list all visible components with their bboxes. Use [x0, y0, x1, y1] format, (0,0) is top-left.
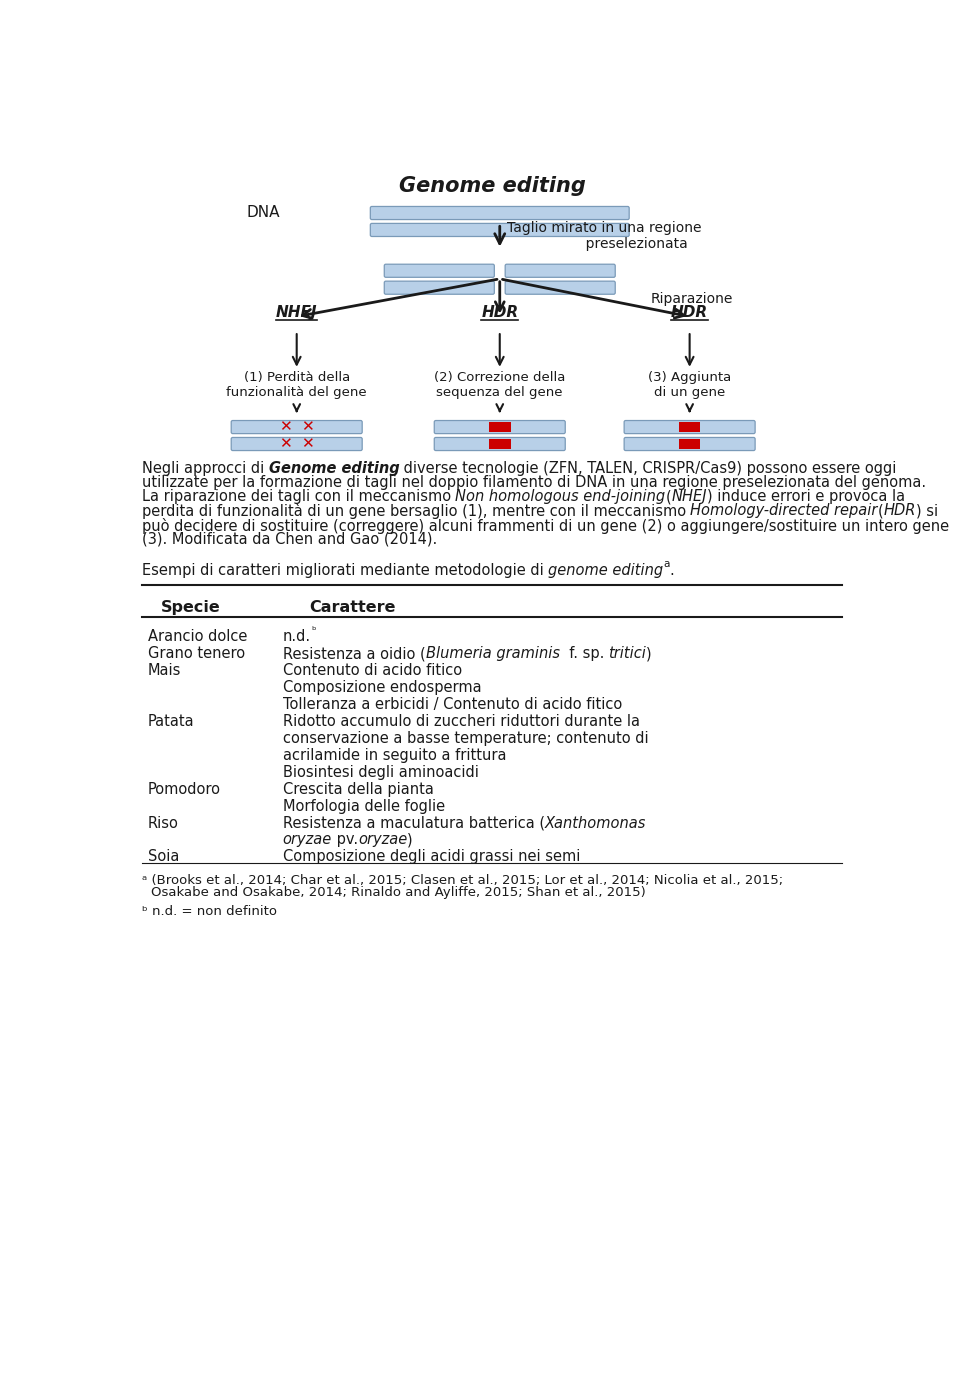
Text: f. sp.: f. sp.: [560, 646, 609, 661]
Text: Negli approcci di: Negli approcci di: [142, 460, 269, 475]
Text: Homology-directed repair: Homology-directed repair: [690, 503, 877, 518]
Text: (: (: [665, 489, 671, 504]
Text: Mais: Mais: [148, 664, 181, 679]
Text: oryzae: oryzae: [358, 833, 407, 848]
Text: ): ): [407, 833, 413, 848]
Text: Carattere: Carattere: [309, 600, 396, 616]
Text: Riparazione: Riparazione: [651, 291, 733, 306]
FancyBboxPatch shape: [624, 437, 756, 451]
Text: acrilamide in seguito a frittura: acrilamide in seguito a frittura: [283, 747, 506, 763]
Text: HDR: HDR: [481, 305, 518, 320]
Text: Soia: Soia: [148, 849, 180, 864]
Text: Resistenza a oidio (: Resistenza a oidio (: [283, 646, 425, 661]
Text: Genome editing: Genome editing: [269, 460, 399, 475]
Text: Non homologous end-joining: Non homologous end-joining: [455, 489, 665, 504]
Text: Genome editing: Genome editing: [398, 176, 586, 195]
Text: .: .: [670, 563, 675, 578]
Text: Blumeria graminis: Blumeria graminis: [425, 646, 560, 661]
FancyBboxPatch shape: [231, 420, 362, 434]
Text: Esempi di caratteri migliorati mediante metodologie di: Esempi di caratteri migliorati mediante …: [142, 563, 548, 578]
FancyBboxPatch shape: [384, 264, 494, 278]
Text: Taglio mirato in una regione
               preselezionata: Taglio mirato in una regione preselezion…: [507, 221, 702, 251]
Text: Ridotto accumulo di zuccheri riduttori durante la: Ridotto accumulo di zuccheri riduttori d…: [283, 714, 639, 728]
Text: (2) Correzione della
sequenza del gene: (2) Correzione della sequenza del gene: [434, 371, 565, 400]
Text: Morfologia delle foglie: Morfologia delle foglie: [283, 798, 444, 813]
Text: conservazione a basse temperature; contenuto di: conservazione a basse temperature; conte…: [283, 731, 648, 746]
FancyBboxPatch shape: [679, 422, 701, 431]
Text: ✕: ✕: [301, 419, 314, 434]
Text: Biosintesi degli aminoacidi: Biosintesi degli aminoacidi: [283, 765, 479, 779]
Text: Pomodoro: Pomodoro: [148, 782, 221, 797]
Text: (: (: [877, 503, 883, 518]
FancyBboxPatch shape: [624, 420, 756, 434]
FancyBboxPatch shape: [489, 440, 511, 449]
Text: Arancio dolce: Arancio dolce: [148, 629, 248, 644]
Text: Patata: Patata: [148, 714, 195, 728]
Text: Resistenza a maculatura batterica (: Resistenza a maculatura batterica (: [283, 816, 545, 830]
Text: ✕: ✕: [279, 419, 292, 434]
FancyBboxPatch shape: [505, 264, 615, 278]
FancyBboxPatch shape: [231, 437, 362, 451]
Text: diverse tecnologie (ZFN, TALEN, CRISPR/Cas9) possono essere oggi: diverse tecnologie (ZFN, TALEN, CRISPR/C…: [399, 460, 897, 475]
FancyBboxPatch shape: [679, 440, 701, 449]
Text: HDR: HDR: [883, 503, 916, 518]
Text: ᵇ n.d. = non definito: ᵇ n.d. = non definito: [142, 905, 276, 918]
Text: n.d.: n.d.: [283, 629, 311, 644]
Text: a: a: [663, 559, 670, 569]
Text: oryzae: oryzae: [283, 833, 332, 848]
Text: La riparazione dei tagli con il meccanismo: La riparazione dei tagli con il meccanis…: [142, 489, 455, 504]
Text: Specie: Specie: [160, 600, 221, 616]
Text: ᵃ (Brooks et al., 2014; Char et al., 2015; Clasen et al., 2015; Lor et al., 2014: ᵃ (Brooks et al., 2014; Char et al., 201…: [142, 874, 782, 888]
Text: Crescita della pianta: Crescita della pianta: [283, 782, 434, 797]
Text: (1) Perdità della
funzionalità del gene: (1) Perdità della funzionalità del gene: [227, 371, 367, 400]
FancyBboxPatch shape: [371, 206, 629, 220]
Text: genome editing: genome editing: [548, 563, 663, 578]
Text: ✕: ✕: [279, 436, 292, 451]
Text: può decidere di sostituire (correggere) alcuni frammenti di un gene (2) o aggiun: può decidere di sostituire (correggere) …: [142, 518, 948, 533]
Text: ): ): [646, 646, 652, 661]
Text: NHEJ: NHEJ: [276, 305, 318, 320]
FancyBboxPatch shape: [371, 224, 629, 236]
Text: DNA: DNA: [247, 205, 279, 220]
Text: utilizzate per la formazione di tagli nel doppio filamento di DNA in una regione: utilizzate per la formazione di tagli ne…: [142, 475, 925, 489]
Text: Contenuto di acido fitico: Contenuto di acido fitico: [283, 664, 462, 679]
Text: Composizione endosperma: Composizione endosperma: [283, 680, 481, 695]
Text: tritici: tritici: [609, 646, 646, 661]
Text: Composizione degli acidi grassi nei semi: Composizione degli acidi grassi nei semi: [283, 849, 580, 864]
Text: Grano tenero: Grano tenero: [148, 646, 245, 661]
Text: ✕: ✕: [301, 436, 314, 451]
FancyBboxPatch shape: [434, 437, 565, 451]
Text: ) induce errori e provoca la: ) induce errori e provoca la: [707, 489, 905, 504]
Text: Osakabe and Osakabe, 2014; Rinaldo and Ayliffe, 2015; Shan et al., 2015): Osakabe and Osakabe, 2014; Rinaldo and A…: [151, 886, 646, 900]
Text: HDR: HDR: [671, 305, 708, 320]
FancyBboxPatch shape: [489, 422, 511, 431]
Text: ᵇ: ᵇ: [311, 625, 316, 636]
FancyBboxPatch shape: [384, 282, 494, 294]
Text: Tolleranza a erbicidi / Contenuto di acido fitico: Tolleranza a erbicidi / Contenuto di aci…: [283, 697, 622, 712]
Text: Xanthomonas: Xanthomonas: [545, 816, 646, 830]
Text: pv.: pv.: [332, 833, 358, 848]
FancyBboxPatch shape: [434, 420, 565, 434]
FancyBboxPatch shape: [505, 282, 615, 294]
Text: (3) Aggiunta
di un gene: (3) Aggiunta di un gene: [648, 371, 732, 400]
Text: Riso: Riso: [148, 816, 179, 830]
Text: NHEJ: NHEJ: [671, 489, 707, 504]
Text: perdita di funzionalità di un gene bersaglio (1), mentre con il meccanismo: perdita di funzionalità di un gene bersa…: [142, 503, 690, 519]
Text: (3). Modificata da Chen and Gao (2014).: (3). Modificata da Chen and Gao (2014).: [142, 532, 437, 547]
Text: ) si: ) si: [916, 503, 938, 518]
